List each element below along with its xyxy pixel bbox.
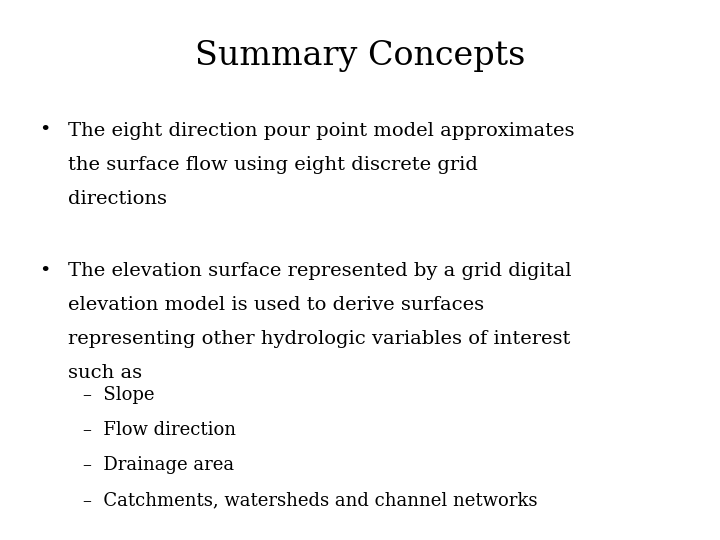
Text: such as: such as xyxy=(68,364,143,382)
Text: –  Catchments, watersheds and channel networks: – Catchments, watersheds and channel net… xyxy=(83,491,537,509)
Text: –  Slope: – Slope xyxy=(83,386,154,404)
Text: the surface flow using eight discrete grid: the surface flow using eight discrete gr… xyxy=(68,156,478,173)
Text: •: • xyxy=(40,262,51,280)
Text: representing other hydrologic variables of interest: representing other hydrologic variables … xyxy=(68,330,571,348)
Text: Summary Concepts: Summary Concepts xyxy=(195,40,525,72)
Text: directions: directions xyxy=(68,190,167,207)
Text: elevation model is used to derive surfaces: elevation model is used to derive surfac… xyxy=(68,296,485,314)
Text: –  Flow direction: – Flow direction xyxy=(83,421,236,439)
Text: •: • xyxy=(40,122,51,139)
Text: –  Drainage area: – Drainage area xyxy=(83,456,234,474)
Text: The eight direction pour point model approximates: The eight direction pour point model app… xyxy=(68,122,575,139)
Text: The elevation surface represented by a grid digital: The elevation surface represented by a g… xyxy=(68,262,572,280)
